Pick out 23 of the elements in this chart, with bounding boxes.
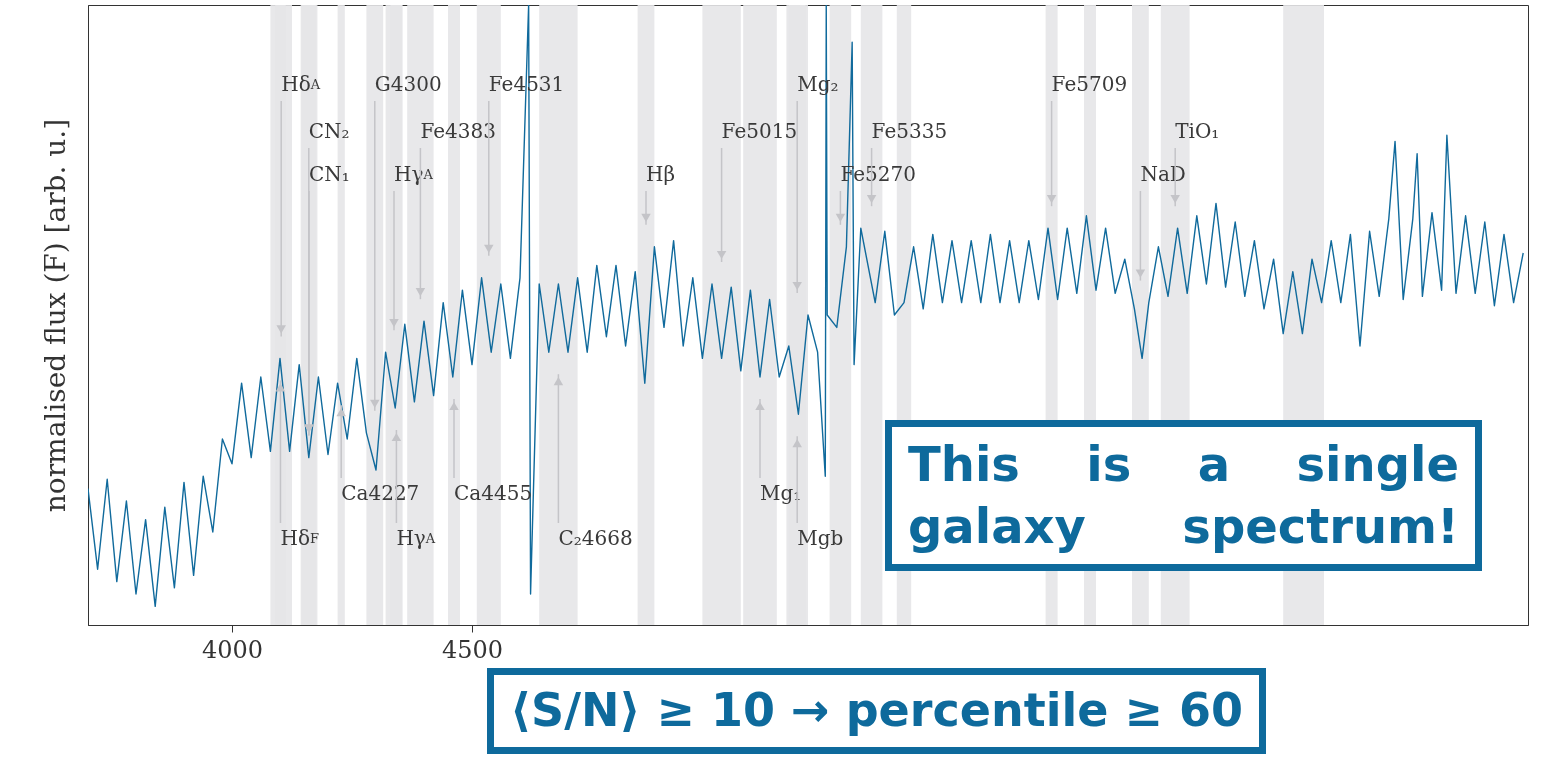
band-label: Hβ — [646, 162, 676, 186]
band-label: NaD — [1140, 162, 1186, 186]
band-label: TiO₁ — [1175, 119, 1220, 143]
band-label: HδA — [281, 72, 321, 96]
band-label: Fe5335 — [871, 119, 948, 143]
band-label: C₂4668 — [558, 526, 633, 550]
y-axis-title: normalised flux (F) [arb. u.] — [38, 118, 72, 513]
band-label: Mg₁ — [760, 481, 802, 505]
band-label: Fe4383 — [420, 119, 496, 143]
x-tick-label: 4000 — [201, 635, 264, 664]
band-label: HδF — [280, 526, 319, 550]
annotation: This is a single galaxy spectrum! — [885, 420, 1482, 571]
band-label: Fe5709 — [1051, 72, 1128, 96]
band-label: HγA — [394, 162, 434, 186]
band-label: Fe5015 — [721, 119, 798, 143]
text: ⟨S/N⟩ ≥ 10 → percentile ≥ 60 — [487, 668, 1266, 754]
band-label: G4300 — [374, 72, 442, 96]
band-label: HγA — [396, 526, 436, 550]
band-label: CN₁ — [309, 162, 350, 186]
band-label: Mgb — [797, 526, 844, 550]
band-label: Ca4227 — [341, 481, 420, 505]
band-label: CN₂ — [308, 119, 350, 143]
x-tick-label: 4500 — [441, 635, 504, 664]
